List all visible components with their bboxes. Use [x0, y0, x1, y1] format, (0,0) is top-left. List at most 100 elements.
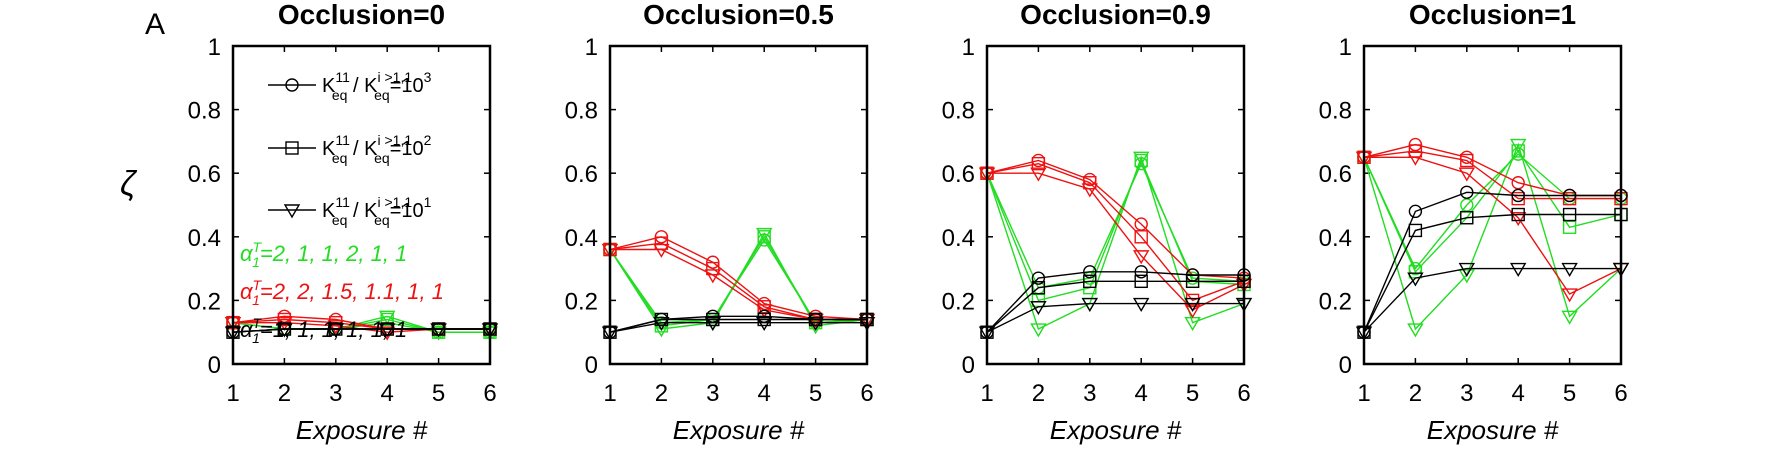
y-tick-label: 0.8 [1319, 98, 1352, 125]
data-point [653, 316, 670, 332]
x-tick-label: 5 [809, 380, 822, 407]
data-point [1030, 167, 1047, 182]
y-tick-label: 0.4 [942, 225, 975, 252]
data-point [1134, 153, 1148, 168]
data-point [1031, 271, 1046, 285]
series-line [1363, 213, 1621, 333]
data-point [276, 323, 293, 338]
y-tick-label: 1 [962, 34, 975, 61]
data-point [1509, 262, 1527, 277]
y-tick-label: 0.4 [1319, 225, 1352, 252]
y-tick-label: 0.6 [565, 161, 598, 188]
legend-text-part: =10 [390, 75, 424, 97]
data-point [1408, 204, 1423, 219]
data-point [1132, 151, 1150, 166]
data-point [653, 243, 670, 258]
data-point [1134, 230, 1148, 244]
plot-frame [1362, 44, 1623, 366]
data-point [430, 323, 447, 338]
series-line [986, 280, 1244, 333]
panel-4: Occlusion=1 0 0.2 0.4 0.6 0.8 1 1 2 3 4 5 6 Exposure … [1319, 0, 1630, 445]
x-tick-label: 2 [1409, 380, 1422, 407]
x-tick-label: 1 [603, 380, 616, 407]
data-point [704, 316, 722, 332]
x-tick-label: 6 [483, 380, 496, 407]
series-green-circle [603, 233, 874, 330]
alpha-sup: T [253, 239, 263, 255]
data-point [1407, 323, 1424, 338]
plot-frame [608, 44, 869, 366]
data-point [1511, 176, 1525, 190]
series-line [232, 328, 490, 333]
data-point [1561, 288, 1578, 303]
series-red-triangle [978, 167, 1253, 319]
x-tick-label: 1 [980, 380, 993, 407]
alpha-symbol: α [240, 279, 254, 304]
y-tick-label: 0.4 [565, 225, 598, 252]
legend-text-part: 11 [335, 194, 350, 210]
legend-text-part: K [322, 75, 336, 97]
legend-entry-label: K11 eq / Ki >1,1 eq=103 [322, 69, 432, 103]
x-axis-label: Exposure # [296, 415, 428, 445]
x-axis-label: Exposure # [1050, 415, 1182, 445]
series-line [609, 236, 868, 321]
y-tick-label: 0.6 [188, 161, 221, 188]
y-tick-label: 1 [1339, 34, 1352, 61]
x-tick-label: 4 [381, 380, 394, 407]
y-tick-label: 0 [962, 352, 975, 379]
legend-marker-circle [285, 78, 299, 92]
legend-text-part: eq [332, 212, 348, 228]
x-tick-label: 3 [1460, 380, 1473, 407]
y-tick-label: 0.8 [565, 98, 598, 125]
x-tick-label: 3 [706, 380, 719, 407]
data-point [1184, 316, 1201, 332]
x-tick-label: 5 [432, 380, 445, 407]
data-point [378, 323, 396, 338]
y-tick-label: 0 [585, 352, 598, 379]
series-black-triangle [978, 297, 1253, 341]
x-tick-label: 4 [1135, 380, 1148, 407]
legend-text-part: / K [347, 200, 378, 222]
series-line [609, 318, 867, 333]
data-point [757, 230, 771, 244]
legend-text-part: =10 [390, 138, 424, 160]
series-green-triangle [1355, 138, 1630, 338]
data-point [1509, 138, 1527, 153]
panel-title: Occlusion=1 [1409, 0, 1576, 30]
legend-text-part: 1 [424, 194, 432, 210]
y-tick-label: 0.2 [1319, 288, 1352, 315]
legend-text-part: eq [332, 87, 348, 103]
data-point [1030, 323, 1047, 338]
y-tick-label: 0.6 [1319, 161, 1352, 188]
series-line [609, 232, 868, 330]
data-point [1511, 188, 1525, 203]
alpha-symbol: α [240, 241, 254, 266]
series-black-square [1357, 207, 1628, 339]
data-point [1031, 280, 1046, 295]
data-point [1185, 274, 1200, 289]
series-line [986, 162, 1245, 302]
data-point [807, 316, 824, 332]
series-line [232, 315, 490, 333]
data-point [704, 269, 722, 284]
data-point [1184, 304, 1201, 319]
data-point [807, 313, 824, 328]
series-line [986, 271, 1244, 333]
data-point [1562, 220, 1577, 234]
x-tick-label: 3 [329, 380, 342, 407]
alpha-sub: 1 [252, 330, 260, 346]
series-line [1363, 149, 1622, 274]
x-tick-label: 3 [1083, 380, 1096, 407]
series-red-triangle [1355, 151, 1630, 303]
series-black-triangle [1355, 262, 1630, 341]
panel-title: Occlusion=0 [278, 0, 445, 30]
data-point [1134, 217, 1148, 231]
series-red-square [603, 236, 874, 327]
y-tick-label: 0.8 [942, 98, 975, 125]
series-line [987, 172, 1245, 311]
y-tick-label: 0.6 [942, 161, 975, 188]
legend-text-part: / K [347, 138, 378, 160]
panel-title: Occlusion=0.5 [643, 0, 834, 30]
series-line [609, 322, 867, 333]
data-point [1134, 274, 1148, 289]
